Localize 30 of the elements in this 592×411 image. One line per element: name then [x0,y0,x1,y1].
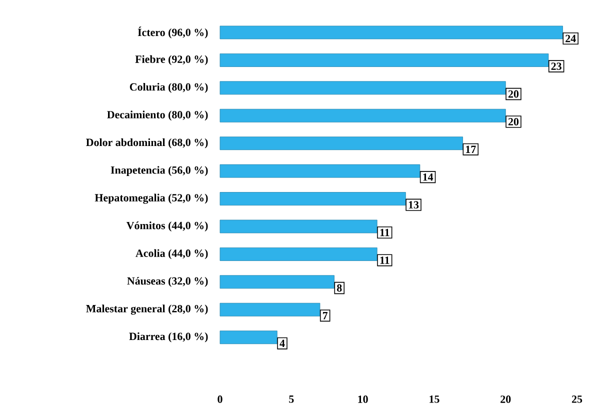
y-tick-label: Íctero (96,0 %) [138,26,208,38]
data-label: 11 [380,228,390,236]
x-tick-label: 10 [358,396,368,403]
x-tick-label: 5 [289,396,294,403]
data-label: 24 [566,34,576,42]
y-tick-label: Hepatomegalia (52,0 %) [94,194,208,204]
x-tick-label: 15 [430,396,440,403]
data-label: 20 [508,118,519,126]
data-label: 13 [408,201,419,209]
y-tick-label: Vómitos (44,0 %) [126,222,208,232]
x-tick-label: 25 [572,396,582,403]
data-label: 23 [551,62,562,70]
data-label: 7 [322,312,328,320]
data-label: 17 [466,146,476,153]
y-tick-label: Acolia (44,0 %) [136,249,208,260]
y-tick-label: Diarrea (16,0 %) [129,332,208,342]
y-tick-label: Coluria (80,0 %) [130,82,208,93]
y-tick-label: Decaimiento (80,0 %) [107,110,208,121]
y-tick-label: Náuseas (32,0 %) [127,276,208,287]
x-tick-label: 0 [218,396,222,403]
x-tick-label: 20 [500,396,511,403]
y-tick-label: Inapetencia (56,0 %) [110,166,208,176]
y-tick-label: Fiebre (92,0 %) [135,55,208,66]
data-label: 8 [336,284,342,292]
y-tick-label: Malestar general (28,0 %) [86,304,208,315]
data-label: 14 [423,173,434,181]
data-label: 20 [508,90,519,98]
data-label: 11 [380,256,390,264]
y-tick-label: Dolor abdominal (68,0 %) [86,138,208,148]
data-label: 4 [280,340,285,347]
